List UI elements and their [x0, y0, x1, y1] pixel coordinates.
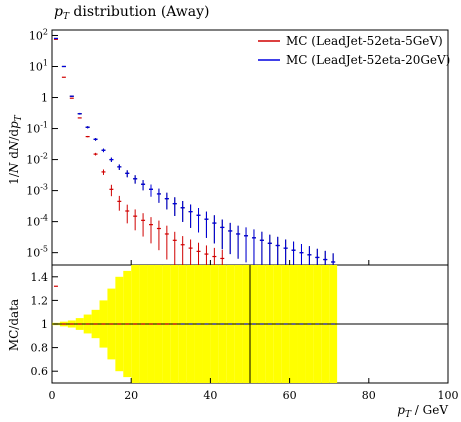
legend-blue-label: MC (LeadJet-52eta-20GeV)	[286, 53, 450, 67]
y-axis-top: 10-5 10-4 10-3 10-2 10-1 1 101 102	[26, 27, 58, 260]
y-axis-label-bottom: MC/data	[7, 299, 21, 351]
top-points-group	[53, 37, 336, 265]
x-tick-label: 60	[283, 389, 297, 402]
svg-text:1/N dN/dpT: 1/N dN/dpT	[7, 114, 24, 185]
legend-red-label: MC (LeadJet-52eta-5GeV)	[286, 34, 443, 48]
ratio-points-group	[53, 285, 336, 325]
series-0	[53, 37, 336, 265]
y-tick-label-bottom: 0.8	[31, 342, 49, 355]
y-axis-label-top: 1/N dN/dpT	[7, 114, 24, 185]
y-tick-label-top: 1	[41, 92, 48, 105]
x-tick-label: 100	[438, 389, 459, 402]
x-tick-label: 40	[203, 389, 217, 402]
y-tick-label-top: 10-4	[26, 214, 48, 229]
series-2	[53, 37, 336, 265]
series-1	[53, 38, 225, 265]
y-tick-label-top: 102	[29, 27, 48, 42]
y-tick-label-top: 10-5	[26, 245, 48, 260]
y-tick-label-top: 10-2	[26, 152, 48, 167]
x-tick-label: 20	[124, 389, 138, 402]
x-axis-label: pT / GeV	[397, 403, 448, 420]
y-axis-bottom: 0.6 0.8 1 1.2 1.4	[31, 271, 58, 378]
chart-title: pT distribution (Away)	[54, 4, 209, 22]
y-tick-label-top: 10-1	[26, 121, 48, 136]
y-tick-label-top: 10-3	[26, 183, 48, 198]
x-tick-label: 0	[49, 389, 56, 402]
legend: MC (LeadJet-52eta-5GeV) MC (LeadJet-52et…	[258, 34, 450, 67]
y-tick-label-bottom: 1.2	[31, 294, 49, 307]
y-tick-label-bottom: 0.6	[31, 365, 49, 378]
y-tick-label-bottom: 1	[41, 318, 48, 331]
y-tick-label-top: 101	[29, 58, 48, 73]
svg-text:pT / GeV: pT / GeV	[397, 403, 448, 420]
x-tick-label: 80	[362, 389, 376, 402]
x-axis: 0 20 40 60 80 100	[49, 260, 459, 402]
y-tick-label-bottom: 1.4	[31, 271, 49, 284]
